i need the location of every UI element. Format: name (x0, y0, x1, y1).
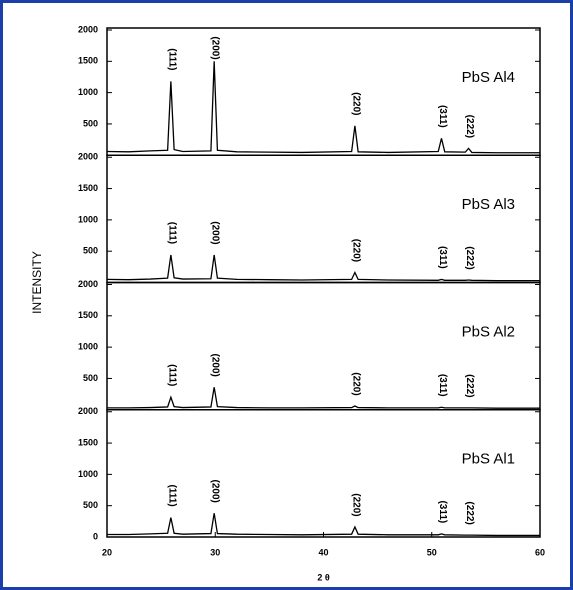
y-tick-label: 2000 (78, 406, 98, 416)
x-tick-label: 50 (427, 547, 437, 557)
peak-label: (111) (166, 222, 177, 244)
peak-label: (311) (437, 500, 448, 523)
xrd-pattern (106, 61, 540, 154)
y-tick-label: 2000 (78, 24, 98, 34)
x-axis-label: 2 θ (317, 572, 330, 582)
y-tick-label: 500 (83, 118, 98, 128)
y-tick-label: 2000 (78, 279, 98, 289)
panel-title: PbS Al4 (462, 69, 515, 86)
y-tick-label: 1500 (78, 310, 98, 320)
peak-label: (200) (210, 480, 221, 503)
y-tick-label: 500 (83, 500, 98, 510)
y-tick-label: 1000 (78, 87, 98, 97)
y-tick-label: 500 (83, 246, 98, 256)
y-tick-label: 2000 (78, 152, 98, 162)
peak-label: (222) (464, 115, 475, 138)
peak-label: (200) (210, 36, 221, 59)
peak-label: (111) (166, 48, 177, 70)
xrd-pattern (106, 254, 540, 282)
peak-label: (220) (350, 239, 361, 262)
xrd-pattern (107, 513, 540, 537)
panel-title: PbS Al3 (462, 196, 515, 213)
y-tick-label: 1500 (78, 183, 98, 193)
y-tick-label: 1500 (78, 437, 98, 447)
peak-label: (311) (437, 374, 448, 397)
peak-label: (200) (210, 221, 221, 244)
peak-label: (111) (166, 364, 177, 386)
y-tick-label: 1500 (78, 56, 98, 66)
peak-label: (200) (210, 354, 221, 377)
peak-label: (222) (464, 374, 475, 397)
x-tick-label: 20 (102, 547, 112, 557)
peak-label: (220) (350, 372, 361, 395)
y-tick-label: 0 (93, 531, 98, 541)
peak-label: (220) (350, 493, 361, 516)
y-axis-label: INTENSITY (30, 251, 44, 314)
y-tick-label: 1000 (78, 214, 98, 224)
xrd-pattern (107, 387, 540, 409)
x-tick-label: 40 (318, 547, 328, 557)
peak-label: (311) (437, 105, 448, 128)
x-tick-label: 60 (535, 547, 545, 557)
y-tick-label: 500 (83, 373, 98, 383)
y-tick-label: 1000 (78, 469, 98, 479)
peak-label: (220) (350, 92, 361, 115)
panel-title: PbS Al1 (462, 451, 515, 468)
x-tick-label: 30 (210, 547, 220, 557)
panel-title: PbS Al2 (462, 323, 515, 340)
peak-label: (222) (464, 246, 475, 269)
y-tick-label: 1000 (78, 342, 98, 352)
peak-label: (222) (464, 501, 475, 524)
peak-label: (311) (437, 246, 448, 269)
peak-label: (111) (166, 484, 177, 506)
